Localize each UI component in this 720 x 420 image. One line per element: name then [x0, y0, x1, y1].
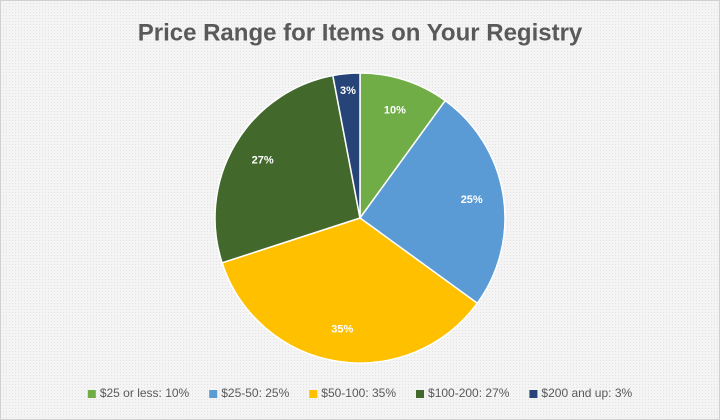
- legend-swatch: [416, 390, 425, 398]
- data-label: 3%: [340, 85, 356, 97]
- data-label: 10%: [384, 104, 406, 116]
- data-label: 27%: [252, 154, 274, 166]
- pie-slice: [358, 99, 506, 305]
- legend-swatch: [209, 390, 218, 398]
- legend: $25 or less: 10% $25-50: 25% $50-100: 35% $…: [87, 386, 632, 400]
- legend-swatch: [309, 390, 318, 398]
- pie-slice: [214, 74, 361, 264]
- legend-swatch: [529, 390, 538, 398]
- legend-swatch: [87, 390, 96, 398]
- chart-title: Price Range for Items on Your Registry: [138, 19, 583, 46]
- legend-label: $50-100: 35%: [321, 386, 396, 400]
- data-label: 35%: [331, 324, 353, 336]
- legend-label: $100-200: 27%: [428, 386, 510, 400]
- data-label: 25%: [461, 194, 483, 206]
- legend-label: $200 and up: 3%: [541, 386, 632, 400]
- legend-label: $25 or less: 10%: [100, 386, 190, 400]
- legend-label: $25-50: 25%: [221, 386, 289, 400]
- pie-slice: [331, 72, 361, 219]
- pie-slice: [359, 72, 447, 221]
- pie-slice: [221, 217, 479, 364]
